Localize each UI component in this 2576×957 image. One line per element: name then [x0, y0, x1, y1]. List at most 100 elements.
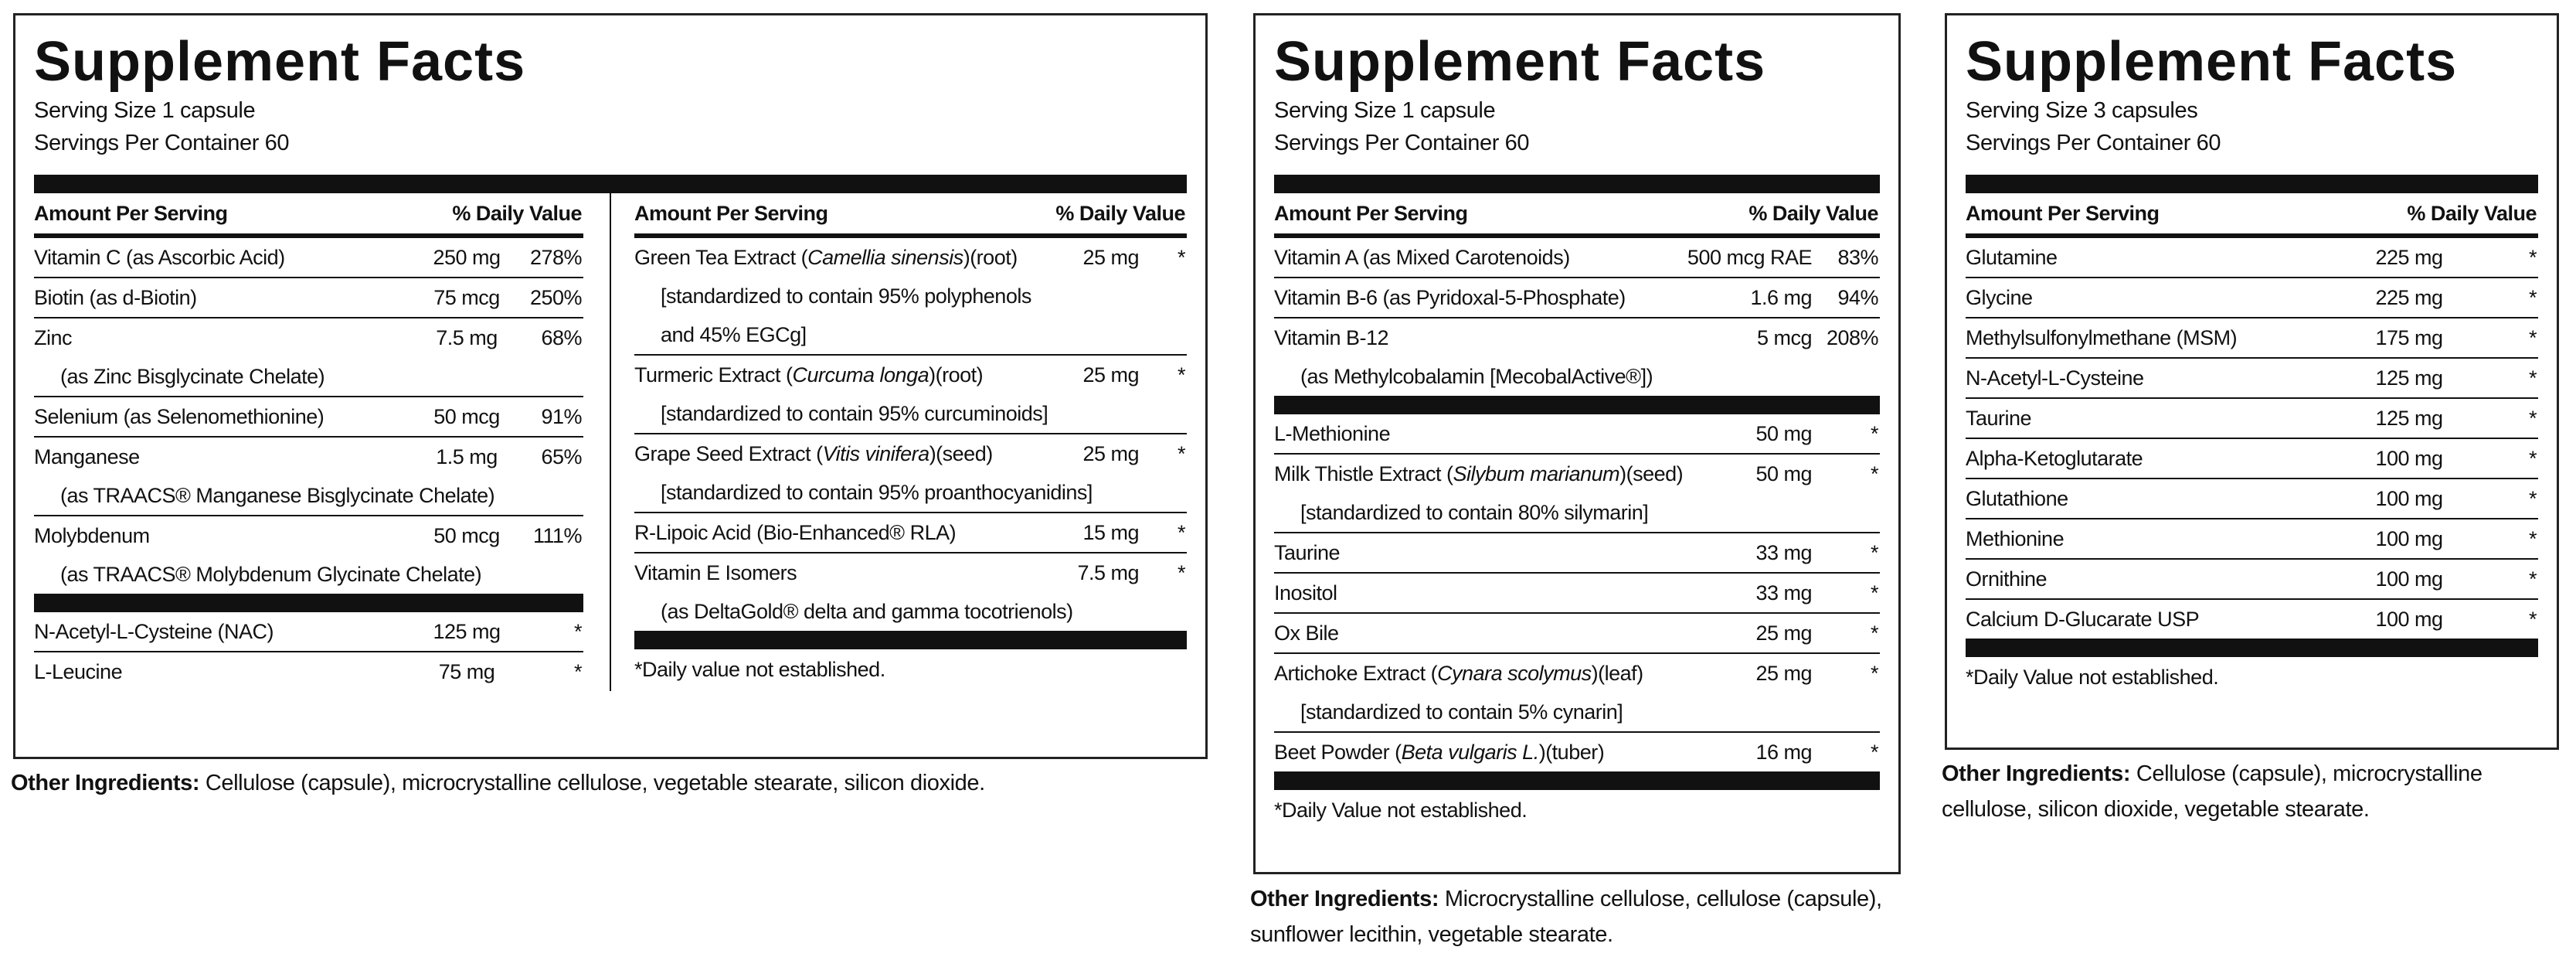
nutrient-row: Alpha-Ketoglutarate 100 mg *	[1966, 439, 2538, 479]
amount: 25 mg	[1082, 246, 1139, 269]
name-part: )(root)	[929, 363, 984, 387]
amount: 15 mg	[1082, 521, 1139, 544]
nutrient-name: Calcium D-Glucarate USP	[1966, 600, 2538, 639]
amount: 25 mg	[1082, 363, 1139, 387]
nutrient-row: Artichoke Extract (Cynara scolymus)(leaf…	[1274, 654, 1880, 733]
servings-per-container: Servings Per Container 60	[1966, 131, 2221, 155]
amount: 5 mcg	[1756, 326, 1813, 349]
name-part: Alpha-Ketoglutarate	[1966, 447, 2143, 470]
daily-value: *	[2528, 487, 2537, 510]
nutrient-name: Methionine	[1966, 519, 2538, 558]
column-header: Amount Per Serving % Daily Value	[634, 193, 1187, 238]
name-part: Ox Bile	[1274, 622, 1339, 645]
name-part: Methylsulfonylmethane (MSM)	[1966, 326, 2238, 349]
name-part: Ornithine	[1966, 567, 2048, 591]
nutrient-row: N-Acetyl-L-Cysteine (NAC) 125 mg *	[34, 612, 583, 652]
nutrient-row: Turmeric Extract (Curcuma longa)(root) [s…	[634, 356, 1187, 434]
nutrient-name: L-Methionine	[1274, 414, 1880, 453]
amount-header: Amount Per Serving	[1274, 202, 1468, 225]
other-ingredients-text: Microcrystalline cellulose, cellulose (c…	[1250, 887, 1882, 947]
name-part: Glutamine	[1966, 246, 2058, 269]
amount: 1.5 mg	[436, 445, 498, 468]
nutrient-row: Manganese (as TRAACS® Manganese Bisglycin…	[34, 438, 583, 516]
nutrient-row: Taurine 125 mg *	[1966, 399, 2538, 439]
amount-header: Amount Per Serving	[634, 202, 828, 225]
name-part: Vitamin B-12	[1274, 326, 1389, 349]
amount: 100 mg	[2375, 527, 2443, 550]
daily-value: *	[2528, 608, 2537, 631]
serving-size: Serving Size 3 capsules	[1966, 98, 2198, 123]
amount: 50 mcg	[433, 405, 500, 428]
nutrient-name: Ornithine	[1966, 560, 2538, 598]
name-part: Beet Powder (	[1274, 741, 1402, 764]
nutrient-name: Ox Bile	[1274, 614, 1880, 652]
nutrient-name: Vitamin B-6 (as Pyridoxal-5-Phosphate)	[1274, 278, 1880, 317]
name-part: Green Tea Extract (	[634, 246, 808, 269]
name-part: Inositol	[1274, 581, 1337, 605]
supplement-facts-panel: Supplement Facts Serving Size 3 capsules S…	[1945, 13, 2559, 750]
nutrient-name: Taurine	[1966, 399, 2538, 438]
nutrient-name: Vitamin A (as Mixed Carotenoids)	[1274, 238, 1880, 277]
servings-per-container: Servings Per Container 60	[1274, 131, 1530, 155]
nutrient-row: Green Tea Extract (Camellia sinensis)(ro…	[634, 238, 1187, 356]
section-bar	[1274, 396, 1880, 414]
supplement-facts-panel: Supplement Facts Serving Size 1 capsule Se…	[13, 13, 1208, 759]
nutrient-name: Grape Seed Extract (Vitis vinifera)(seed…	[634, 434, 1187, 473]
name-part: Methionine	[1966, 527, 2065, 550]
daily-value: 94%	[1837, 286, 1878, 309]
name-part: Zinc	[34, 326, 73, 349]
name-part: Artichoke Extract (	[1274, 662, 1438, 685]
daily-value-header: % Daily Value	[1055, 202, 1185, 225]
amount: 50 mg	[1755, 422, 1812, 445]
name-part: Taurine	[1966, 407, 2032, 430]
daily-value-header: % Daily Value	[1748, 202, 1878, 225]
daily-value: *	[1870, 462, 1879, 485]
nutrient-row: Methylsulfonylmethane (MSM) 175 mg *	[1966, 318, 2538, 359]
daily-value: 111%	[532, 524, 583, 547]
nutrient-row: Ox Bile 25 mg *	[1274, 614, 1880, 654]
nutrient-detail: (as TRAACS® Molybdenum Glycinate Chelate…	[60, 563, 482, 586]
name-part: Cynara scolymus	[1437, 662, 1592, 685]
other-ingredients: Other Ingredients: Cellulose (capsule), …	[11, 765, 1216, 801]
nutrient-name: Vitamin E Isomers	[634, 553, 1187, 592]
column-group: Amount Per Serving % Daily Value Glutamine…	[1966, 193, 2538, 697]
other-ingredients-text: Cellulose (capsule), microcrystalline ce…	[205, 771, 985, 795]
amount: 125 mg	[2375, 366, 2443, 390]
daily-value: *	[1870, 422, 1879, 445]
daily-value: *	[2528, 246, 2537, 269]
nutrient-row: Biotin (as d-Biotin) 75 mcg 250%	[34, 278, 583, 318]
name-part: Molybdenum	[34, 524, 150, 547]
column-header: Amount Per Serving % Daily Value	[1966, 193, 2538, 238]
other-ingredients: Other Ingredients: Microcrystalline cell…	[1250, 881, 1915, 952]
nutrient-row: Calcium D-Glucarate USP 100 mg *	[1966, 600, 2538, 639]
daily-value: 278%	[529, 246, 583, 269]
name-part: Vitamin C (as Ascorbic Acid)	[34, 246, 285, 269]
daily-value: *	[1177, 246, 1186, 269]
nutrient-row: R-Lipoic Acid (Bio-Enhanced® RLA) 15 mg *	[634, 513, 1187, 553]
footnote-bar	[1966, 639, 2538, 657]
nutrient-row: Vitamin C (as Ascorbic Acid) 250 mg 278%	[34, 238, 583, 278]
nutrient-name: N-Acetyl-L-Cysteine	[1966, 359, 2538, 397]
name-part: )(seed)	[929, 442, 994, 465]
daily-value: *	[2528, 326, 2537, 349]
amount: 100 mg	[2375, 487, 2443, 510]
nutrient-name: Artichoke Extract (Cynara scolymus)(leaf…	[1274, 654, 1880, 693]
amount: 50 mcg	[433, 524, 500, 547]
daily-value: *	[2528, 366, 2537, 390]
nutrient-row: Glutathione 100 mg *	[1966, 479, 2538, 519]
panel-title: Supplement Facts	[1966, 31, 2458, 93]
nutrient-row: Vitamin E Isomers (as DeltaGold® delta an…	[634, 553, 1187, 631]
name-part: Turmeric Extract (	[634, 363, 793, 387]
serving-size: Serving Size 1 capsule	[1274, 98, 1496, 123]
amount: 33 mg	[1755, 581, 1812, 605]
nutrient-name: Vitamin C (as Ascorbic Acid)	[34, 238, 583, 277]
nutrient-row: Vitamin B-6 (as Pyridoxal-5-Phosphate) 1.…	[1274, 278, 1880, 318]
amount: 16 mg	[1755, 741, 1812, 764]
nutrient-row: Grape Seed Extract (Vitis vinifera)(seed…	[634, 434, 1187, 513]
nutrient-row: L-Leucine 75 mg *	[34, 652, 583, 691]
amount: 225 mg	[2375, 286, 2443, 309]
amount: 7.5 mg	[1077, 561, 1139, 584]
nutrient-row: N-Acetyl-L-Cysteine 125 mg *	[1966, 359, 2538, 399]
name-part: )(root)	[963, 246, 1018, 269]
